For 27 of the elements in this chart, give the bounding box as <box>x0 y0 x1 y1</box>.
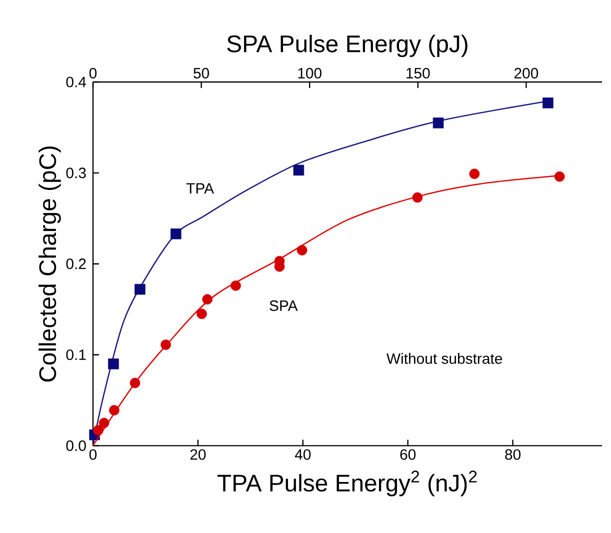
x2-tick-label: 0 <box>89 68 97 78</box>
x2-tick-label: 50 <box>194 68 210 78</box>
x-axis-title: TPA Pulse Energy$^{2}$ (nJ)$^{2}$ <box>218 470 477 496</box>
x-tick-label: 80 <box>505 449 521 460</box>
x2-tick-label: 150 <box>406 68 430 78</box>
annotation: Without substrate <box>386 352 502 364</box>
text: SPA <box>270 300 298 311</box>
y-tick-label: 0.3 <box>66 168 86 178</box>
y-tick-label: 0.2 <box>66 258 86 270</box>
x-tick-label: 20 <box>190 449 206 460</box>
point <box>293 164 304 176</box>
x-tick-label: 60 <box>400 449 416 460</box>
point <box>108 358 119 370</box>
x2-axis-title: SPA Pulse Energy (pJ) <box>227 34 468 58</box>
point <box>542 98 554 108</box>
point <box>170 228 182 240</box>
y-tick-label: 0.4 <box>66 76 86 88</box>
point <box>432 118 444 128</box>
x-tick-label: 40 <box>294 449 311 460</box>
y-axis-title: Collected Charge (pC) <box>38 146 61 382</box>
text: TPA <box>186 183 214 194</box>
x-tick-label: 0 <box>89 449 97 460</box>
x2-tick-label: 200 <box>514 68 538 78</box>
point <box>134 284 146 295</box>
y-tick-label: 0.0 <box>66 440 86 451</box>
x2-tick-label: 100 <box>298 68 322 78</box>
y-tick-label: 0.1 <box>66 349 86 360</box>
